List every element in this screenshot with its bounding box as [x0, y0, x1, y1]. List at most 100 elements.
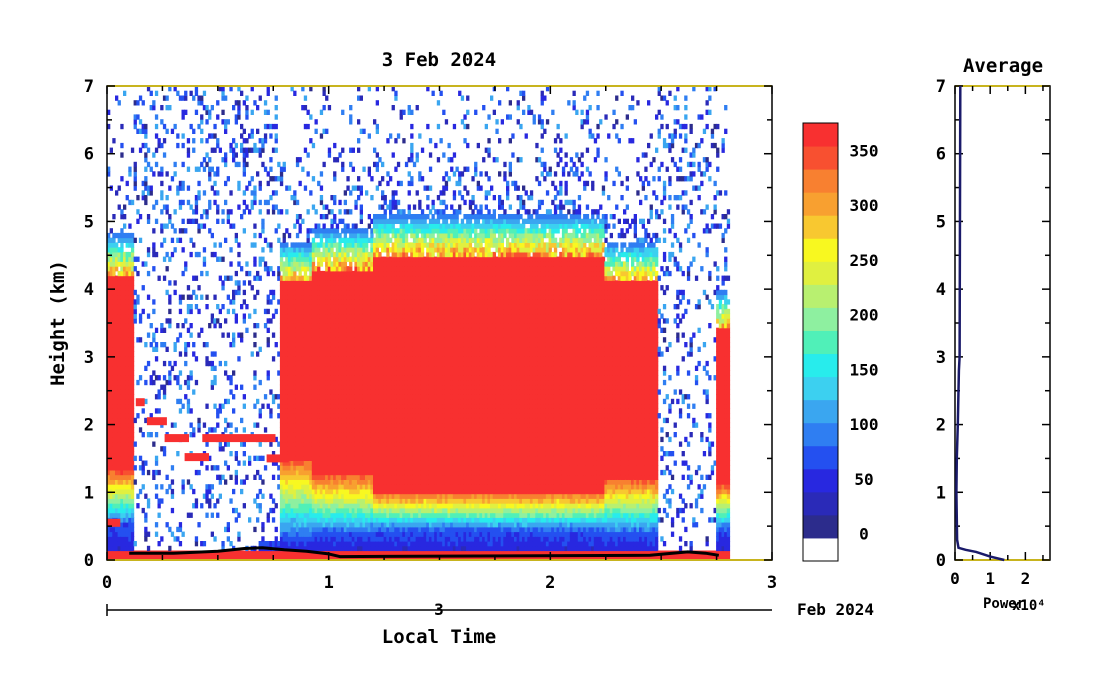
heatmap-cell — [306, 251, 310, 258]
heatmap-cell — [349, 503, 353, 509]
heatmap-cell — [202, 209, 207, 215]
heatmap-cell — [359, 232, 363, 239]
heatmap-cell — [208, 199, 212, 206]
heatmap-cell — [112, 484, 116, 490]
heatmap-cell — [341, 479, 345, 485]
heatmap-cell — [349, 427, 353, 433]
heatmap-cell — [285, 365, 289, 371]
heatmap-cell — [123, 522, 127, 528]
heatmap-cell — [210, 365, 214, 371]
heatmap-cell — [271, 332, 276, 338]
heatmap-cell — [391, 308, 395, 315]
heatmap-cell — [373, 218, 377, 224]
heatmap-cell — [335, 294, 340, 300]
heatmap-cell — [128, 332, 132, 338]
heatmap-cell — [375, 304, 379, 310]
heatmap-cell — [306, 389, 310, 395]
heatmap-cell — [365, 351, 369, 357]
heatmap-cell — [282, 474, 286, 480]
heatmap-cell — [383, 242, 387, 248]
heatmap-cell — [327, 313, 332, 319]
heatmap-cell — [335, 285, 340, 291]
heatmap-cell — [115, 441, 119, 447]
heatmap-cell — [338, 199, 342, 206]
heatmap-cell — [221, 285, 225, 291]
heatmap-cell — [125, 318, 129, 324]
heatmap-cell — [373, 436, 377, 443]
heatmap-cell — [232, 294, 236, 300]
heatmap-cell — [120, 460, 124, 466]
heatmap-cell — [311, 389, 316, 395]
heatmap-cell — [314, 365, 318, 371]
heatmap-cell — [125, 446, 129, 452]
heatmap-cell — [373, 342, 377, 348]
heatmap-cell — [362, 545, 366, 552]
heatmap-cell — [309, 318, 313, 324]
heatmap-cell — [107, 256, 111, 262]
heatmap-cell — [192, 242, 196, 248]
heatmap-cell — [115, 531, 119, 537]
heatmap-cell — [261, 147, 265, 153]
heatmap-cell — [285, 375, 289, 381]
heatmap-cell — [338, 417, 342, 424]
heatmap-cell — [375, 299, 379, 305]
heatmap-cell — [266, 299, 270, 305]
heatmap-cell — [309, 256, 313, 262]
heatmap-cell — [338, 550, 342, 556]
heatmap-cell — [335, 403, 340, 409]
heatmap-cell — [224, 427, 228, 433]
heatmap-cell — [298, 351, 302, 357]
heatmap-cell — [391, 550, 395, 556]
heatmap-cell — [357, 256, 361, 262]
heatmap-cell — [271, 498, 276, 504]
heatmap-cell — [325, 204, 329, 210]
heatmap-cell — [322, 545, 326, 552]
heatmap-cell — [333, 327, 337, 333]
heatmap-cell — [274, 228, 278, 234]
heatmap-cell — [285, 479, 289, 485]
heatmap-cell — [120, 526, 124, 533]
heatmap-cell — [205, 109, 209, 115]
heatmap-cell — [351, 512, 355, 518]
heatmap-cell — [303, 270, 308, 277]
heatmap-cell — [184, 342, 188, 348]
heatmap-cell — [338, 251, 342, 258]
heatmap-cell — [117, 204, 121, 210]
heatmap-cell — [279, 394, 284, 400]
heatmap-cell — [351, 332, 355, 338]
heatmap-cell — [306, 460, 310, 466]
heatmap-cell — [378, 479, 382, 485]
heatmap-cell — [378, 204, 382, 210]
heatmap-cell — [301, 465, 305, 471]
heatmap-cell — [378, 327, 382, 333]
heatmap-cell — [144, 398, 148, 405]
heatmap-cell — [120, 356, 124, 362]
heatmap-cell — [213, 171, 217, 177]
heatmap-cell — [123, 337, 127, 343]
heatmap-cell — [335, 389, 340, 395]
heatmap-cell — [197, 123, 201, 130]
heatmap-cell — [123, 474, 127, 480]
heatmap-cell — [160, 327, 164, 333]
heatmap-cell — [160, 195, 164, 201]
heatmap-cell — [216, 204, 220, 210]
heatmap-cell — [285, 512, 289, 518]
heatmap-cell — [210, 550, 214, 556]
heatmap-cell — [317, 441, 321, 447]
heatmap-cell — [112, 531, 116, 537]
heatmap-cell — [314, 337, 318, 343]
heatmap-cell — [330, 403, 334, 409]
heatmap-cell — [322, 460, 326, 466]
heatmap-cell — [130, 247, 135, 253]
heatmap-cell — [120, 152, 124, 158]
heatmap-cell — [359, 342, 363, 348]
heatmap-cell — [115, 285, 119, 291]
heatmap-cell — [109, 318, 113, 324]
heatmap-cell — [115, 488, 119, 495]
heatmap-cell — [258, 199, 262, 206]
heatmap-cell — [128, 451, 132, 457]
heatmap-cell — [322, 275, 326, 281]
heatmap-cell — [309, 251, 313, 258]
heatmap-cell — [351, 441, 355, 447]
